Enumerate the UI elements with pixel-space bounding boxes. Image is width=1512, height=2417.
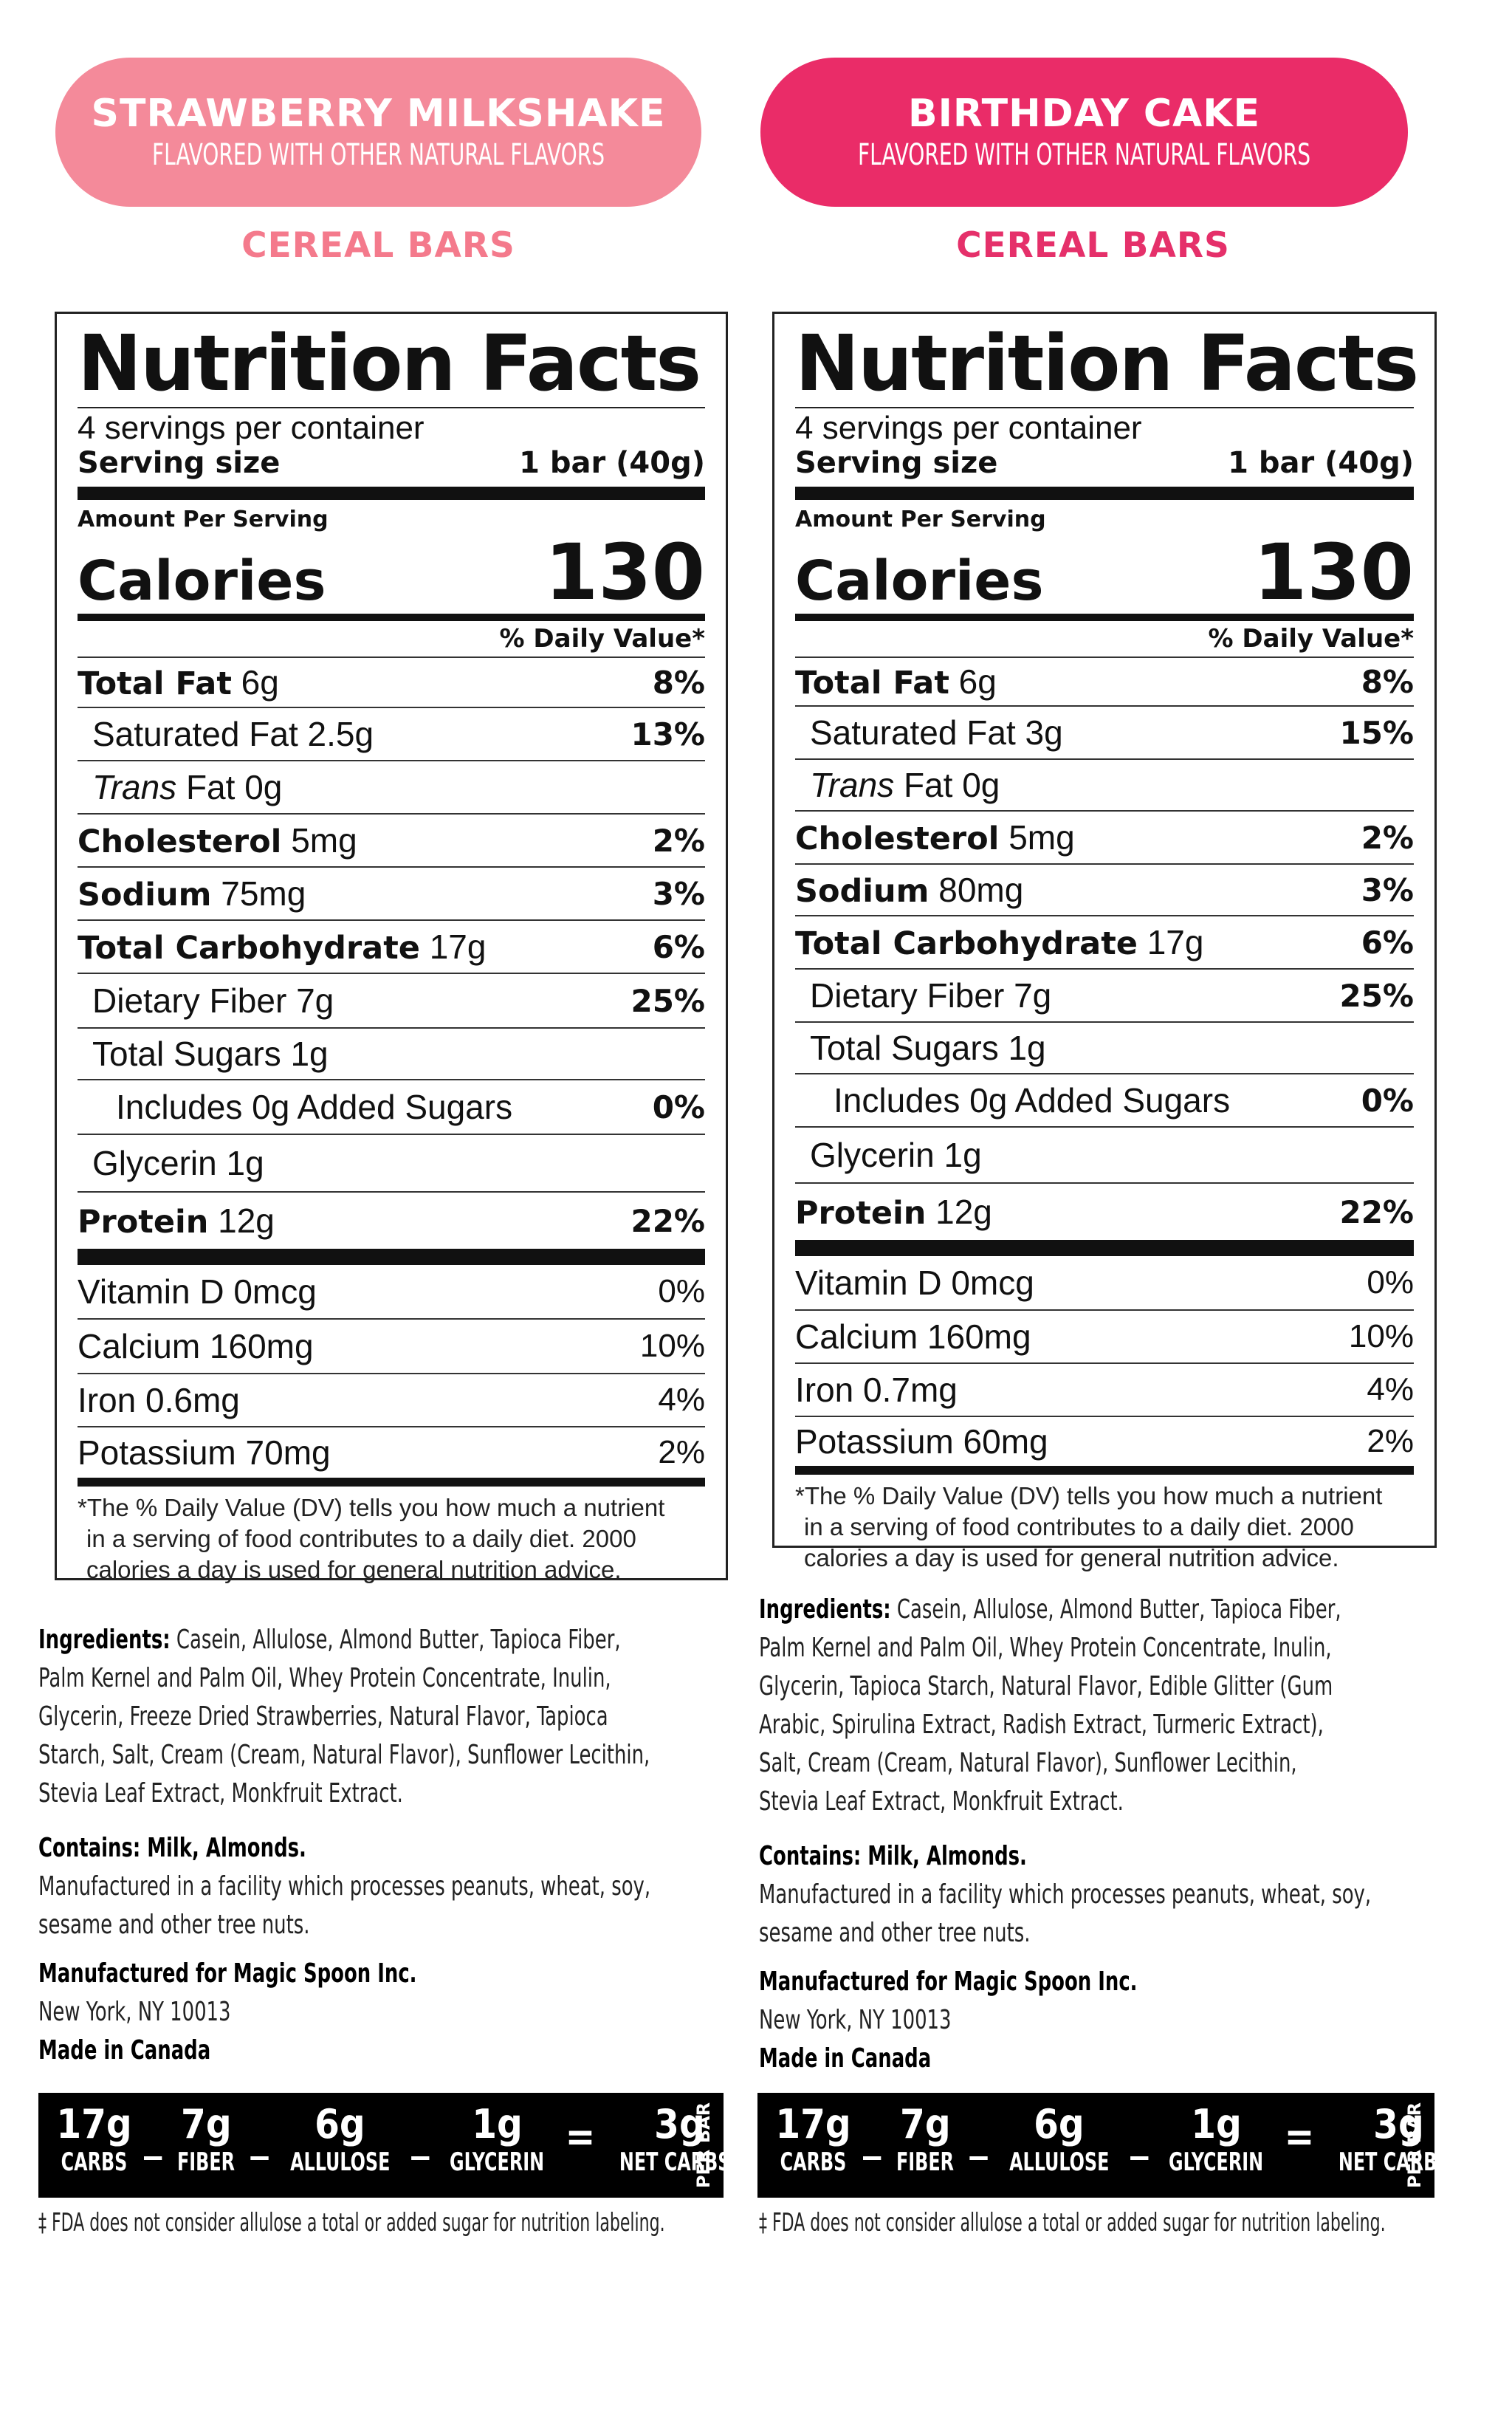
ingredients-text: Ingredients: Casein, Allulose, Almond Bu… — [38, 1625, 621, 1655]
per-bar-label: PER BAR — [1404, 2102, 1425, 2189]
saturated-fat-row: Saturated Fat 2.5g 13% — [78, 707, 705, 760]
calories-value: 130 — [1253, 527, 1414, 617]
address: New York, NY 10013 — [38, 1997, 231, 2027]
ingredients-block: Ingredients: Casein, Allulose, Almond Bu… — [759, 1591, 1438, 2078]
serving-size-row: Serving size 1 bar (40g) — [78, 445, 705, 481]
product-name: STRAWBERRY MILKSHAKE — [91, 92, 666, 136]
allergen-contains: Contains: Milk, Almonds. — [38, 1833, 306, 1863]
added-sugars-row: Includes 0g Added Sugars 0% — [78, 1079, 705, 1134]
iron-row: Iron 0.6mg 4% — [78, 1373, 705, 1426]
amount-per-serving: Amount Per Serving — [795, 507, 1046, 532]
calcium-row: Calcium 160mg 10% — [795, 1309, 1414, 1362]
ingredients-block: Ingredients: Casein, Allulose, Almond Bu… — [38, 1621, 718, 2070]
category-label: CEREAL BARS — [956, 225, 1230, 266]
facility-note: Manufactured in a facility which process… — [38, 1871, 651, 1902]
manufactured-for: Manufactured for Magic Spoon Inc. — [38, 1958, 417, 1989]
daily-value-header: % Daily Value* — [1208, 624, 1414, 654]
total-fat-row: Total Fat 6g 8% — [795, 656, 1414, 705]
trans-fat-row: Trans Fat 0g — [78, 760, 705, 813]
total-sugars-row: Total Sugars 1g — [795, 1021, 1414, 1073]
calories-label: Calories — [78, 549, 326, 613]
vitamin-d-row: Vitamin D 0mcg 0% — [78, 1272, 705, 1311]
calories-row: Calories 130 — [78, 532, 705, 612]
serving-size-label: Serving size — [78, 446, 281, 480]
product-name: BIRTHDAY CAKE — [907, 92, 1261, 136]
allergen-contains: Contains: Milk, Almonds. — [759, 1841, 1027, 1871]
nutrition-facts-title: Nutrition Facts — [795, 318, 1419, 408]
added-sugars-row: Includes 0g Added Sugars 0% — [795, 1073, 1414, 1126]
trans-fat-row: Trans Fat 0g — [795, 758, 1414, 810]
made-in: Made in Canada — [759, 2043, 932, 2074]
nutrition-facts-title: Nutrition Facts — [78, 318, 701, 408]
ingredients-text: Ingredients: Casein, Allulose, Almond Bu… — [759, 1594, 1341, 1625]
nutrition-facts-panel: Nutrition Facts 4 servings per container… — [55, 312, 728, 1583]
total-sugars-row: Total Sugars 1g — [78, 1027, 705, 1079]
calories-label: Calories — [795, 549, 1044, 613]
saturated-fat-row: Saturated Fat 3g 15% — [795, 705, 1414, 758]
calcium-row: Calcium 160mg 10% — [78, 1318, 705, 1373]
nutrition-facts-panel: Nutrition Facts 4 servings per container… — [772, 312, 1437, 1571]
serving-size-value: 1 bar (40g) — [519, 446, 705, 480]
serving-size-label: Serving size — [795, 446, 998, 480]
made-in: Made in Canada — [38, 2035, 211, 2065]
potassium-row: Potassium 60mg 2% — [795, 1416, 1414, 1466]
servings-per-container: 4 servings per container — [78, 410, 425, 446]
protein-row: Protein 12g 22% — [795, 1182, 1414, 1240]
per-bar-label: PER BAR — [693, 2102, 714, 2189]
vitamin-d-row: Vitamin D 0mcg 0% — [795, 1264, 1414, 1302]
total-carbohydrate-row: Total Carbohydrate 17g 6% — [78, 919, 705, 973]
total-carbohydrate-row: Total Carbohydrate 17g 6% — [795, 915, 1414, 968]
cholesterol-row: Cholesterol 5mg 2% — [78, 813, 705, 866]
flavor-pill: BIRTHDAY CAKE FLAVORED WITH OTHER NATURA… — [760, 58, 1408, 207]
sodium-row: Sodium 80mg 3% — [795, 863, 1414, 915]
dietary-fiber-row: Dietary Fiber 7g 25% — [78, 973, 705, 1027]
net-carbs-summary: 17g CARBS _ 7g FIBER _ 6g ALLULOSE _ 1g GLYC… — [757, 2093, 1459, 2198]
dietary-fiber-row: Dietary Fiber 7g 25% — [795, 968, 1414, 1021]
protein-row: Protein 12g 22% — [78, 1191, 705, 1249]
fda-note: ‡ FDA does not consider allulose a total… — [38, 2208, 665, 2238]
daily-value-footnote: *The % Daily Value (DV) tells you how mu… — [795, 1482, 1383, 1571]
servings-per-container: 4 servings per container — [795, 410, 1142, 446]
manufactured-for: Manufactured for Magic Spoon Inc. — [759, 1967, 1138, 1997]
serving-size-row: Serving size 1 bar (40g) — [795, 445, 1414, 481]
daily-value-footnote: *The % Daily Value (DV) tells you how mu… — [78, 1494, 665, 1583]
potassium-row: Potassium 70mg 2% — [78, 1426, 705, 1478]
calories-value: 130 — [544, 527, 705, 617]
address: New York, NY 10013 — [759, 2005, 952, 2035]
total-fat-row: Total Fat 6g 8% — [78, 656, 705, 707]
daily-value-header: % Daily Value* — [499, 624, 705, 654]
serving-size-value: 1 bar (40g) — [1228, 446, 1414, 480]
glycerin-row: Glycerin 1g — [78, 1134, 705, 1191]
fda-note: ‡ FDA does not consider allulose a total… — [759, 2208, 1386, 2238]
glycerin-row: Glycerin 1g — [795, 1126, 1414, 1182]
facility-note: Manufactured in a facility which process… — [759, 1879, 1372, 1910]
category-label: CEREAL BARS — [241, 225, 515, 266]
flavor-note: FLAVORED WITH OTHER NATURAL FLAVORS — [857, 138, 1311, 172]
flavor-note: FLAVORED WITH OTHER NATURAL FLAVORS — [151, 138, 605, 172]
flavor-pill: STRAWBERRY MILKSHAKE FLAVORED WITH OTHER… — [55, 58, 701, 207]
net-carbs-summary: 17g CARBS _ 7g FIBER _ 6g ALLULOSE _ 1g GLYC… — [38, 2093, 740, 2198]
amount-per-serving: Amount Per Serving — [78, 507, 329, 532]
calories-row: Calories 130 — [795, 532, 1414, 612]
iron-row: Iron 0.7mg 4% — [795, 1362, 1414, 1416]
cholesterol-row: Cholesterol 5mg 2% — [795, 810, 1414, 863]
sodium-row: Sodium 75mg 3% — [78, 866, 705, 919]
